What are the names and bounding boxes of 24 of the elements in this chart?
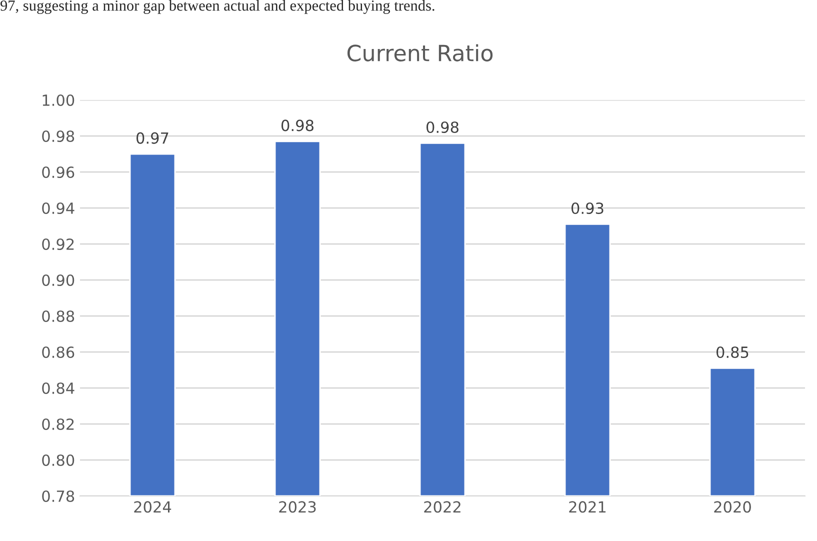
data-label: 0.98 — [282, 120, 314, 132]
y-tick-label: 0.84 — [42, 382, 74, 394]
x-tick-label: 2022 — [424, 501, 460, 513]
x-tick-label: 2021 — [569, 501, 606, 513]
chart-title: Current Ratio — [347, 44, 493, 62]
y-tick-label: 0.98 — [42, 130, 74, 142]
x-tick-label: 2023 — [279, 501, 316, 513]
y-tick-label: 0.90 — [42, 274, 74, 286]
data-label: 0.97 — [136, 132, 168, 144]
y-tick-label: 0.96 — [42, 166, 74, 178]
x-tick-label: 2020 — [714, 501, 751, 513]
y-tick-label: 0.86 — [42, 346, 74, 358]
y-tick-label: 0.82 — [42, 418, 74, 430]
y-tick-label: 0.80 — [42, 454, 74, 466]
y-tick-label: 0.88 — [42, 310, 74, 322]
x-tick-label: 2024 — [134, 501, 172, 513]
data-label: 0.85 — [716, 346, 748, 358]
y-tick-label: 1.00 — [42, 94, 74, 106]
data-label: 0.98 — [426, 121, 458, 134]
y-tick-label: 0.92 — [42, 238, 74, 250]
text: 97, suggesting a minor gap between actual and expected buying trends. — [0, 0, 434, 14]
y-tick-label: 0.94 — [42, 202, 74, 214]
data-label: 0.93 — [572, 202, 604, 214]
y-tick-label: 0.78 — [42, 490, 74, 502]
